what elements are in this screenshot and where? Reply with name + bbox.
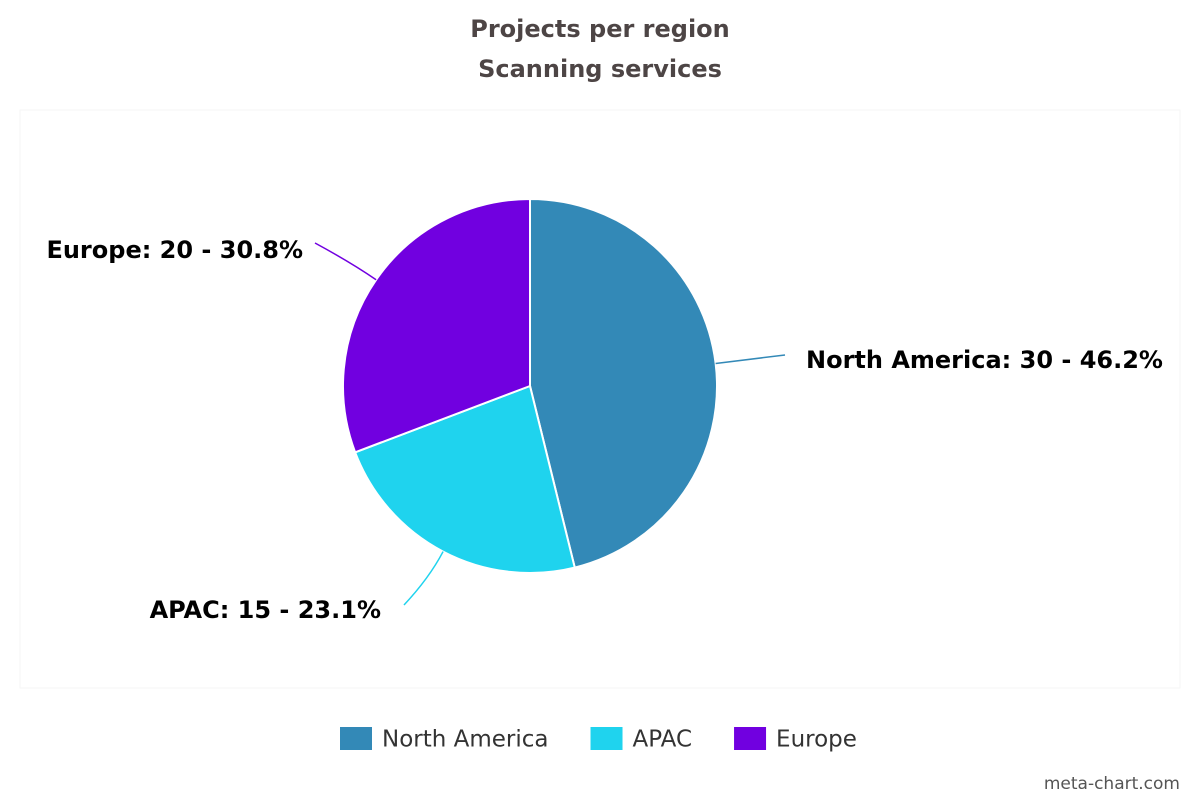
legend-label: Europe bbox=[776, 727, 857, 753]
legend-swatch bbox=[734, 727, 767, 750]
chart-subtitle: Scanning services bbox=[478, 55, 722, 83]
legend-swatch bbox=[340, 727, 372, 750]
legend-swatch bbox=[590, 727, 623, 750]
pie-slice bbox=[353, 384, 576, 574]
data-label: APAC: 15 - 23.1% bbox=[150, 596, 381, 624]
pie-slice bbox=[529, 197, 718, 569]
credit: meta-chart.com bbox=[1044, 774, 1180, 794]
leader-line bbox=[403, 551, 444, 606]
chart-title: Projects per region bbox=[470, 15, 730, 43]
pie-slice bbox=[342, 197, 531, 454]
leader-line bbox=[715, 354, 786, 365]
data-label: North America: 30 - 46.2% bbox=[806, 346, 1163, 374]
legend-label: APAC bbox=[633, 727, 693, 753]
leader-line bbox=[314, 242, 377, 281]
data-label: Europe: 20 - 30.8% bbox=[46, 236, 303, 264]
legend-label: North America bbox=[382, 727, 549, 753]
